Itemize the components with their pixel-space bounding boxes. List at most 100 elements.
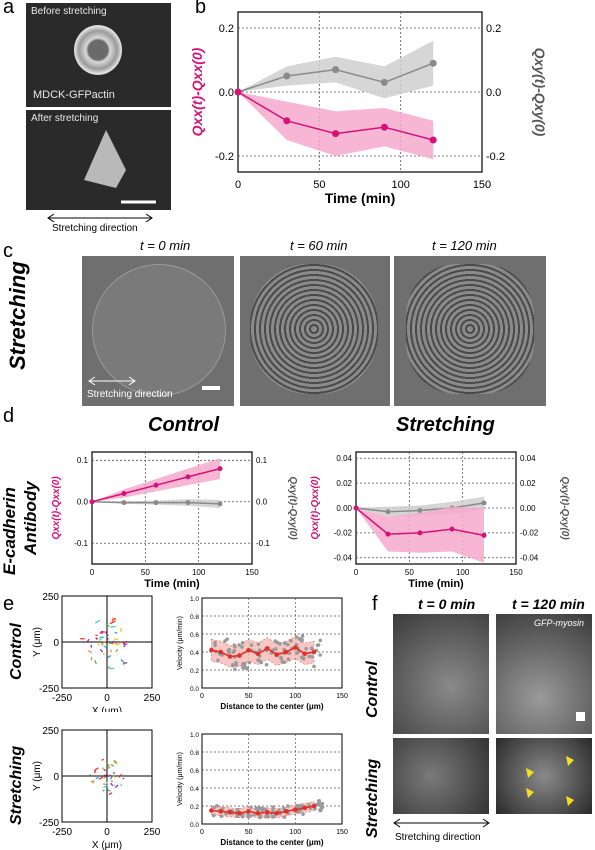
velocity-point <box>299 637 304 642</box>
chart-d-control: 0 50 100 150 0.1 0.1 0.0 0.0 -0.1 -0.1 Time (min) Q… <box>51 451 298 590</box>
velocity-point <box>319 804 324 809</box>
y-tick-label: 0.4 <box>190 786 199 793</box>
velocity-point <box>231 663 235 668</box>
qxx-point <box>380 123 388 131</box>
y-tick-label: -0.1 <box>74 539 88 548</box>
velocity-point <box>289 639 293 643</box>
velocity-point <box>236 807 240 812</box>
velocity-point <box>248 814 253 818</box>
velocity-point <box>234 661 238 665</box>
x-axis-label: Time (min) <box>144 578 200 590</box>
y-tick-label: 250 <box>42 592 59 603</box>
trajectory-segment <box>103 645 108 649</box>
qxx-point <box>417 530 423 536</box>
y-tick-label-right: -0.02 <box>520 529 539 538</box>
trajectory-segment <box>103 784 108 788</box>
mean-velocity-point <box>255 651 261 657</box>
panel-label-b: b <box>195 0 207 18</box>
x-tick-label: 0 <box>200 829 204 836</box>
trajectory-segment <box>100 630 105 633</box>
qxx-point <box>121 490 127 496</box>
trajectory-segment <box>97 643 100 646</box>
trajectory-segment <box>114 631 118 634</box>
velocity-point <box>256 642 261 647</box>
velocity-point <box>271 808 275 813</box>
trajectory-segment <box>114 784 119 789</box>
mean-velocity-point <box>283 649 289 655</box>
y-axis-label-right: Qxy(t)-Qxy(0) <box>559 476 570 540</box>
trajectory-segment <box>120 641 127 646</box>
time-label-c-1: t = 60 min <box>290 238 348 253</box>
mean-velocity-point <box>293 645 298 650</box>
y-tick-label: 250 <box>42 726 59 737</box>
mean-velocity-point <box>274 652 279 657</box>
chart-e-velocity-stretching: 0 50 100 150 0.0 0.2 0.4 0.6 0.8 1.0 Distance to t… <box>177 732 348 847</box>
micrograph-before: Before stretching MDCK-GFPactin <box>26 3 171 107</box>
x-axis-label: Time (min) <box>408 578 464 590</box>
trajectory-segment <box>107 789 111 792</box>
row-label-antibody: Antibody <box>21 481 40 555</box>
y-axis-label-right: Qxy(t)-Qxy(0) <box>532 48 548 137</box>
row-label-ecadherin: E-cadherin <box>0 487 19 575</box>
direction-arrow-a <box>47 213 153 223</box>
y-tick-label: 0.8 <box>190 614 199 621</box>
qxy-point <box>417 507 423 513</box>
chart-d-stretching: 0 50 100 150 0.04 0.04 0.02 0.02 0.00 0.00 -0.02 -0… <box>310 451 570 590</box>
y-tick-label: 0.02 <box>336 479 352 488</box>
x-tick-label: 150 <box>473 179 491 191</box>
trajectory-segment <box>103 776 106 779</box>
qxx-point <box>185 474 191 480</box>
velocity-point <box>247 660 252 665</box>
y-tick-label-right: 0.0 <box>256 498 268 507</box>
velocity-point <box>304 646 308 651</box>
velocity-point <box>212 805 217 810</box>
chart-e-velocity-control: 0 50 100 150 0.0 0.2 0.4 0.6 0.8 1.0 Distance to t… <box>177 596 348 711</box>
mean-velocity-point <box>218 809 223 814</box>
y-tick-label: 0.2 <box>219 23 234 35</box>
phase-image-60 <box>240 256 390 406</box>
velocity-point <box>227 647 232 652</box>
x-tick-label: -250 <box>52 827 72 838</box>
x-tick-label: 0 <box>104 693 110 704</box>
trajectory-segment <box>89 774 92 776</box>
chart-b: 0 50 100 150 0.2 0.2 0.0 0.0 -0.2 -0.2 Time (min) Q… <box>190 11 548 206</box>
trajectory-segment <box>123 645 126 648</box>
row-label-stretching-c: Stretching <box>5 261 30 370</box>
velocity-point <box>318 808 322 812</box>
y-axis-label-left: Qxx(t)-Qxx(0) <box>51 476 62 540</box>
trajectory-segment <box>109 620 116 625</box>
y-tick-label: 0.0 <box>190 686 199 693</box>
y-tick-label: 0.00 <box>336 504 352 513</box>
direction-arrow-c <box>88 376 136 386</box>
y-tick-label: 0.1 <box>77 456 89 465</box>
velocity-point <box>317 799 321 803</box>
trajectory-segment <box>106 763 110 766</box>
velocity-point <box>225 637 229 641</box>
trajectory-segment <box>99 649 103 653</box>
velocity-point <box>255 807 260 812</box>
y-axis-label: Velocity (μm/min) <box>177 616 184 670</box>
y-tick-label: -0.2 <box>215 151 234 163</box>
velocity-point <box>264 814 268 819</box>
trajectory-segment <box>110 625 116 628</box>
trajectory-segment <box>106 764 111 769</box>
x-tick-label: 0 <box>354 568 359 577</box>
fluorescence-control-0 <box>393 614 489 734</box>
velocity-point <box>273 647 278 651</box>
micrograph-after: After stretching <box>26 110 171 210</box>
direction-label-f: Stretching direction <box>395 832 481 843</box>
phase-image-0: Stretching direction <box>82 256 234 406</box>
trajectory-segment <box>86 638 90 643</box>
mean-velocity-point <box>283 809 289 814</box>
qxy-point <box>481 500 487 506</box>
velocity-point <box>310 654 314 659</box>
scale-bar-f <box>576 712 585 721</box>
qxx-point <box>481 532 487 538</box>
velocity-point <box>286 657 291 661</box>
phase-image-120 <box>394 256 546 406</box>
velocity-point <box>219 814 224 819</box>
velocity-point <box>316 643 321 647</box>
x-tick-label: 50 <box>313 179 325 191</box>
y-tick-label: 0.2 <box>190 668 199 675</box>
y-axis-label: Y (μm) <box>32 761 43 791</box>
